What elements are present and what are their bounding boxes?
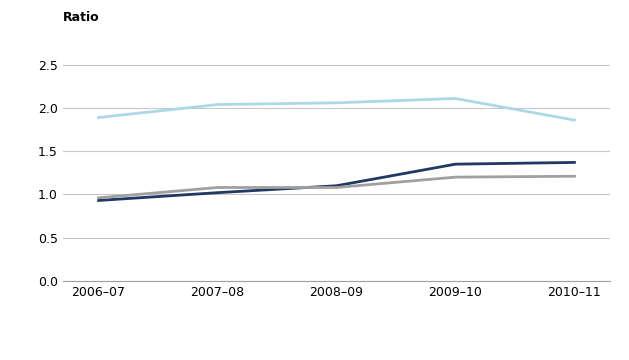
Regional — [571, 174, 578, 179]
Rural — [452, 96, 459, 101]
Rural — [571, 118, 578, 122]
Metropolitan — [95, 198, 103, 203]
Line: Metropolitan: Metropolitan — [99, 162, 574, 201]
Rural — [214, 102, 221, 107]
Rural — [95, 115, 103, 120]
Regional — [452, 175, 459, 179]
Metropolitan — [452, 162, 459, 166]
Line: Rural: Rural — [99, 99, 574, 120]
Metropolitan — [571, 160, 578, 165]
Metropolitan — [214, 190, 221, 195]
Regional — [214, 185, 221, 190]
Line: Regional: Regional — [99, 176, 574, 198]
Regional — [333, 185, 340, 190]
Rural — [333, 101, 340, 105]
Legend: Metropolitan, Regional, Rural: Metropolitan, Regional, Rural — [186, 358, 487, 360]
Text: Ratio: Ratio — [63, 11, 99, 24]
Regional — [95, 196, 103, 200]
Metropolitan — [333, 184, 340, 188]
